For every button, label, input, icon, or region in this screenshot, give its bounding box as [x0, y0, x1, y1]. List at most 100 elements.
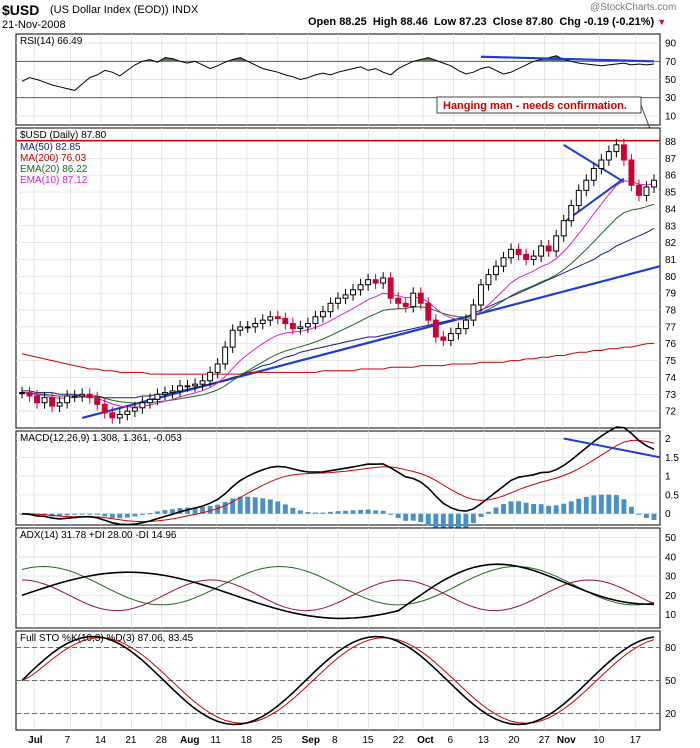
legend-entry: MA(200) 76.03 — [20, 153, 87, 164]
candle-body — [500, 257, 507, 267]
macd-histogram-bar — [403, 513, 409, 521]
candle-body — [154, 393, 161, 400]
macd-histogram-bar — [440, 513, 446, 532]
price-y-tick-label: 88 — [665, 137, 677, 148]
candle-body — [485, 274, 492, 286]
macd-histogram-bar — [433, 513, 439, 530]
open-value: 88.25 — [339, 16, 367, 28]
candle-body — [583, 179, 590, 191]
candle-body — [184, 385, 191, 388]
macd-histogram-bar — [102, 513, 108, 517]
macd-histogram-bar — [237, 496, 243, 514]
price-y-tick-label: 87 — [665, 154, 677, 165]
macd-histogram-bar — [463, 513, 469, 528]
macd-histogram-bar — [57, 513, 63, 517]
candle-body — [553, 235, 560, 252]
candle-body — [131, 407, 138, 412]
macd-histogram-bar — [636, 513, 642, 515]
macd-histogram-bar — [245, 496, 251, 514]
sto-y-tick-label: 50 — [665, 676, 677, 687]
candle-body — [447, 333, 454, 341]
macd-histogram-bar — [516, 501, 522, 514]
candle-body — [380, 277, 387, 284]
low-label: Low — [434, 16, 457, 28]
x-tick-label: 15 — [362, 735, 374, 746]
x-tick-label: Jul — [28, 735, 43, 746]
macd-histogram-bar — [501, 504, 506, 514]
chg-value: -0.19 (-0.21%) — [583, 16, 655, 28]
candle-body — [440, 336, 447, 341]
macd-title-text: MACD(12,26,9) 1.308, 1.361, -0.053 — [20, 433, 182, 444]
macd-histogram-bar — [132, 513, 138, 517]
candle-body — [342, 294, 349, 299]
macd-histogram-bar — [576, 498, 582, 514]
candle-body — [590, 167, 597, 181]
macd-histogram-bar — [320, 512, 326, 514]
price-y-tick-label: 72 — [665, 407, 677, 418]
macd-histogram-bar — [388, 513, 394, 515]
adx-title-text: ADX(14) 31.78 +DI 28.00 -DI 14.96 — [20, 530, 177, 541]
candle-body — [244, 326, 251, 329]
macd-histogram-bar — [508, 501, 514, 514]
candle-body — [410, 292, 417, 308]
candle-body — [86, 393, 93, 399]
low-value: 87.23 — [459, 16, 487, 28]
macd-histogram-bar — [365, 509, 371, 514]
price-y-tick-label: 77 — [665, 322, 677, 333]
rsi-title-text: RSI(14) 66.49 — [20, 36, 83, 47]
macd-histogram-bar — [94, 513, 100, 515]
candle-body — [94, 397, 101, 405]
macd-histogram-bar — [87, 513, 93, 515]
candle-body — [568, 205, 575, 222]
macd-histogram-bar — [598, 494, 604, 514]
candle-body — [199, 380, 206, 385]
macd-histogram-bar — [79, 513, 85, 515]
candle-body — [462, 319, 469, 330]
candle-body — [598, 159, 605, 169]
macd-histogram-bar — [170, 509, 175, 514]
candle-body — [252, 323, 259, 328]
macd-histogram-bar — [651, 513, 657, 520]
candle-body — [350, 289, 356, 296]
macd-histogram-bar — [455, 513, 461, 531]
candle-body — [34, 395, 40, 404]
candle-body — [259, 319, 266, 325]
adx-y-tick-label: 50 — [665, 533, 677, 544]
candle-body — [455, 328, 462, 335]
macd-histogram-bar — [583, 496, 589, 514]
macd-histogram-bar — [350, 510, 356, 514]
candle-body — [267, 316, 274, 321]
macd-histogram-bar — [275, 501, 281, 514]
x-tick-label: 20 — [508, 735, 520, 746]
candle-body — [222, 346, 229, 365]
x-tick-label: 8 — [332, 735, 338, 746]
price-y-tick-label: 86 — [665, 171, 677, 182]
minus-di-line — [21, 579, 655, 612]
candle-body — [470, 304, 477, 321]
macd-histogram-bar — [343, 510, 348, 514]
candle-body — [387, 277, 394, 299]
adx-y-tick-label: 30 — [665, 572, 677, 583]
macd-signal-line — [21, 439, 655, 523]
price-y-tick-label: 84 — [665, 204, 677, 215]
candle-body — [229, 329, 236, 348]
macd-histogram-bar — [260, 498, 266, 514]
macd-histogram-bar — [312, 512, 318, 514]
macd-histogram-bar — [425, 513, 431, 526]
macd-histogram-bar — [470, 513, 476, 524]
macd-histogram-bar — [553, 505, 559, 514]
macd-y-tick-label: 0.5 — [665, 490, 679, 501]
macd-histogram-bar — [154, 511, 160, 514]
macd-histogram-bar — [538, 504, 544, 514]
price-y-tick-label: 78 — [665, 306, 677, 317]
candle-body — [101, 403, 108, 414]
candle-body — [432, 319, 439, 338]
macd-histogram-bar — [177, 508, 183, 514]
macd-histogram-bar — [230, 498, 236, 514]
x-tick-label: 22 — [393, 735, 405, 746]
down-arrow-icon: ▼ — [657, 17, 667, 27]
price-y-tick-label: 74 — [665, 373, 677, 384]
x-tick-label: 28 — [156, 735, 168, 746]
x-tick-label: 25 — [271, 735, 283, 746]
